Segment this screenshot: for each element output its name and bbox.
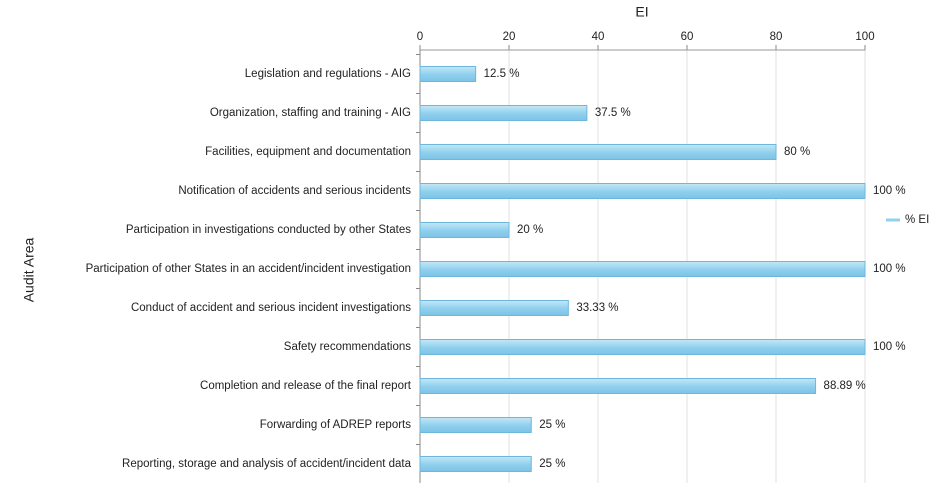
legend-label: % EI [905,214,929,226]
x-tick-label: 20 [503,31,516,43]
data-label: 12.5 % [484,68,520,80]
data-label: 100 % [873,185,906,197]
x-tick-label: 0 [417,31,423,43]
bar [419,66,477,82]
x-tick-label: 60 [681,31,694,43]
bar [419,183,866,199]
data-label: 80 % [784,146,810,158]
y-tick-label: Conduct of accident and serious incident… [131,302,411,314]
y-tick-label: Legislation and regulations - AIG [245,68,411,80]
bar [419,339,866,355]
x-tick-label: 100 [855,31,874,43]
x-tick-label: 80 [770,31,783,43]
bar [419,261,866,277]
x-axis-title: EI [635,4,648,20]
y-tick-label: Participation in investigations conducte… [126,224,411,236]
bar [419,105,588,121]
y-tick-label: Participation of other States in an acci… [86,263,411,275]
bar [419,378,817,394]
data-label: 25 % [539,419,565,431]
data-label: 100 % [873,263,906,275]
data-label: 25 % [539,458,565,470]
y-tick-label: Facilities, equipment and documentation [205,146,411,158]
bar [419,222,510,238]
bar [419,417,532,433]
data-label: 100 % [873,341,906,353]
data-label: 37.5 % [595,107,631,119]
y-tick-label: Forwarding of ADREP reports [260,419,412,431]
y-tick-label: Completion and release of the final repo… [200,380,412,392]
bar [419,144,777,160]
y-axis-title: Audit Area [21,237,37,302]
y-tick-label: Reporting, storage and analysis of accid… [122,458,412,470]
bar [419,300,569,316]
data-label: 88.89 % [824,380,866,392]
y-tick-label: Notification of accidents and serious in… [178,185,411,197]
bar [419,456,532,472]
data-label: 20 % [517,224,543,236]
y-tick-label: Organization, staffing and training - AI… [210,107,411,119]
x-tick-label: 40 [592,31,605,43]
data-label: 33.33 % [576,302,618,314]
y-tick-label: Safety recommendations [284,341,411,353]
